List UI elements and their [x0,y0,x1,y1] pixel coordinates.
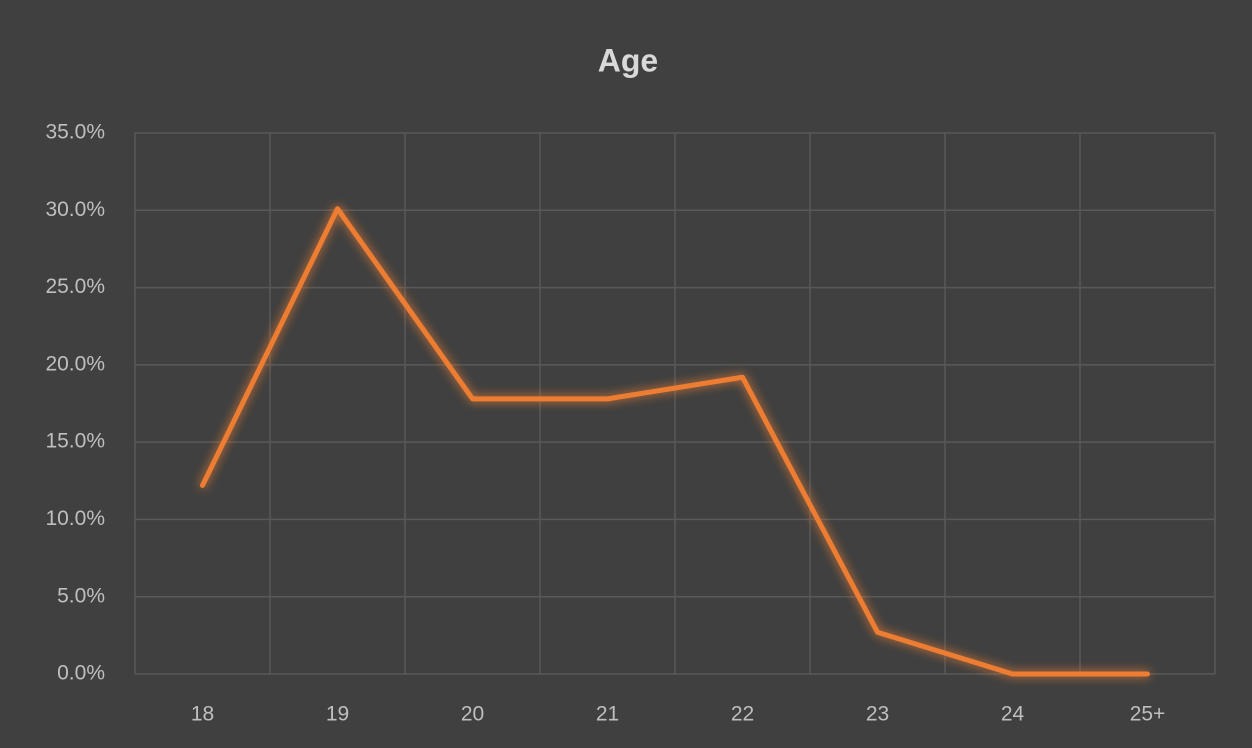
x-tick-label: 21 [596,703,619,726]
x-tick-label: 24 [1001,703,1025,726]
chart-title: Age [598,42,658,78]
x-tick-label: 19 [326,703,349,726]
y-tick-label: 15.0% [45,430,105,453]
x-tick-label: 22 [731,703,754,726]
y-tick-label: 30.0% [45,198,105,221]
data-line [200,206,1150,677]
y-tick-label: 5.0% [57,584,105,607]
x-tick-label: 25+ [1130,703,1166,726]
x-tick-label: 18 [191,703,214,726]
y-tick-label: 0.0% [57,662,105,685]
x-tick-label: 23 [866,703,889,726]
y-tick-label: 25.0% [45,275,105,298]
y-tick-label: 35.0% [45,121,105,144]
x-tick-label: 20 [461,703,484,726]
y-tick-label: 20.0% [45,352,105,375]
y-tick-label: 10.0% [45,507,105,530]
